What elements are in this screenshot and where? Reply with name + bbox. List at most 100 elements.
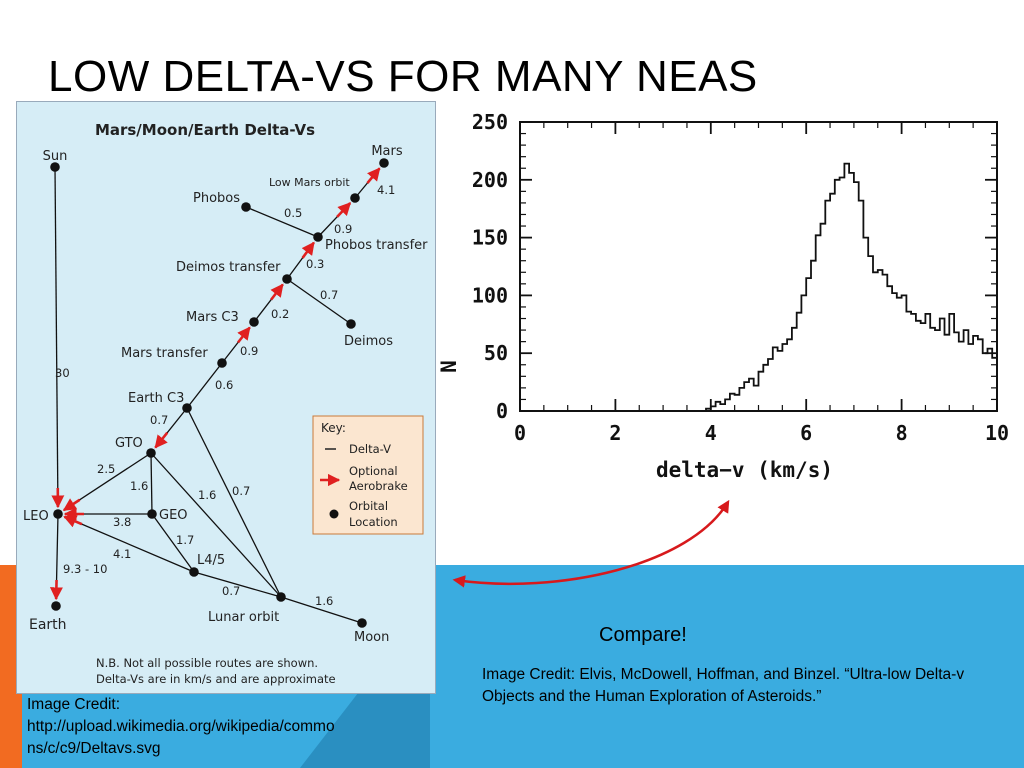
aerobrake-arrow-icon: [366, 167, 381, 184]
orbital-location-dot: [182, 403, 192, 413]
delta-v-diagram: Mars/Moon/Earth Delta-Vs 30 4.1 0.5 0.9 0.3 0…: [16, 101, 436, 694]
delta-v-value: 0.7: [232, 484, 250, 498]
orbital-location-dot: [50, 162, 60, 172]
y-tick-label: 250: [472, 110, 508, 134]
node-label: L4/5: [197, 553, 225, 568]
delta-v-value: 30: [55, 366, 70, 380]
delta-v-value: 9.3 - 10: [63, 562, 107, 576]
slide-title: LOW DELTA-VS FOR MANY NEAS: [48, 52, 758, 101]
delta-v-value: 0.9: [334, 222, 352, 236]
image-credit-left: Image Credit: http://upload.wikimedia.or…: [27, 694, 427, 760]
delta-v-value: 0.7: [150, 413, 168, 427]
delta-v-value: 0.3: [306, 257, 324, 271]
delta-v-edge: [186, 407, 282, 598]
delta-v-value: 1.7: [176, 533, 194, 547]
y-tick-label: 0: [496, 399, 508, 423]
x-tick-label: 4: [705, 421, 717, 445]
delta-v-edge: [280, 596, 363, 624]
orbital-location-dot: [249, 317, 259, 327]
delta-v-value: 4.1: [377, 183, 395, 197]
y-tick-label: 200: [472, 168, 508, 192]
node-label: Moon: [354, 630, 389, 645]
node-label: Phobos: [193, 191, 240, 206]
histogram-step-line: [701, 162, 998, 412]
orbital-location-dot: [282, 274, 292, 284]
dot-icon: [329, 509, 339, 519]
node-label: GEO: [159, 508, 188, 523]
node-label: Phobos transfer: [325, 238, 428, 253]
x-tick-label: 0: [514, 421, 526, 445]
delta-v-edge: [186, 362, 223, 409]
node-label: Sun: [43, 149, 68, 164]
delta-v-value: 0.7: [320, 288, 338, 302]
y-tick-label: 100: [472, 283, 508, 307]
x-tick-label: 10: [985, 421, 1009, 445]
orbital-location-dot: [147, 509, 157, 519]
credit-link[interactable]: http://upload.wikimedia.org/wikipedia/co…: [27, 718, 335, 735]
node-label: LEO: [23, 509, 49, 524]
delta-v-value: 1.6: [130, 479, 148, 493]
node-label: Mars: [371, 144, 403, 159]
x-tick-label: 2: [609, 421, 621, 445]
aerobrake-arrow-icon: [236, 326, 251, 344]
delta-v-edge: [64, 516, 195, 573]
delta-v-edge: [193, 571, 282, 598]
key-item-label: Orbital Location: [349, 499, 398, 529]
orbital-location-dot: [379, 158, 389, 168]
key-item-label: Delta-V: [349, 442, 391, 456]
orbital-location-dot: [357, 618, 367, 628]
delta-v-value: 2.5: [97, 462, 115, 476]
aerobrake-arrow-icon: [154, 431, 169, 449]
x-axis-label: delta−v (km/s): [656, 458, 833, 482]
orbital-location-dot: [241, 202, 251, 212]
diagram-background: [16, 101, 436, 694]
y-tick-label: 50: [484, 341, 508, 365]
orbital-location-dot: [217, 358, 227, 368]
node-label: Mars C3: [186, 310, 239, 325]
delta-v-value: 0.7: [222, 584, 240, 598]
aerobrake-arrow-icon: [270, 283, 284, 301]
orbital-location-dot: [276, 592, 286, 602]
node-label: Mars transfer: [121, 346, 208, 361]
orbital-location-dot: [51, 601, 61, 611]
delta-v-edge: [151, 513, 195, 573]
node-label: Earth C3: [128, 391, 184, 406]
credit-link[interactable]: ns/c/c9/Deltavs.svg: [27, 740, 161, 757]
diagram-key: Key: Delta-V Optional Aerobrake Orbital Lo…: [312, 415, 424, 535]
y-tick-label: 150: [472, 226, 508, 250]
plot-frame: [519, 121, 998, 412]
node-label: Deimos: [344, 334, 393, 349]
delta-v-value: 1.6: [198, 488, 216, 502]
node-label: Lunar orbit: [208, 610, 279, 625]
node-label: Earth: [29, 617, 67, 633]
orbital-location-dot: [346, 319, 356, 329]
delta-v-value: 0.2: [271, 307, 289, 321]
delta-v-value: 0.6: [215, 378, 233, 392]
key-item-label: Optional Aerobrake: [349, 464, 408, 493]
delta-v-value: 0.5: [284, 206, 302, 220]
delta-v-edge: [150, 452, 153, 515]
orbital-location-dot: [53, 509, 63, 519]
key-title: Key:: [321, 421, 346, 435]
y-axis-label: N: [437, 360, 461, 373]
delta-v-edge: [150, 452, 282, 598]
orbital-location-dot: [189, 567, 199, 577]
x-tick-label: 6: [800, 421, 812, 445]
compare-label: Compare!: [599, 624, 687, 646]
delta-v-edge: [286, 278, 352, 325]
aerobrake-arrow-icon: [63, 515, 83, 528]
delta-v-value: 4.1: [113, 547, 131, 561]
delta-v-edge: [54, 166, 59, 508]
delta-v-edge: [245, 206, 319, 238]
orbital-location-dot: [313, 232, 323, 242]
diagram-note: N.B. Not all possible routes are shown. …: [96, 656, 336, 686]
delta-v-value: 1.6: [315, 594, 333, 608]
orbital-location-dot: [146, 448, 156, 458]
orbital-location-dot: [350, 193, 360, 203]
delta-v-value: 3.8: [113, 515, 131, 529]
aerobrake-arrow-icon: [301, 241, 315, 259]
x-tick-label: 8: [896, 421, 908, 445]
aerobrake-arrow-icon: [336, 202, 352, 218]
node-label: Deimos transfer: [176, 260, 281, 275]
